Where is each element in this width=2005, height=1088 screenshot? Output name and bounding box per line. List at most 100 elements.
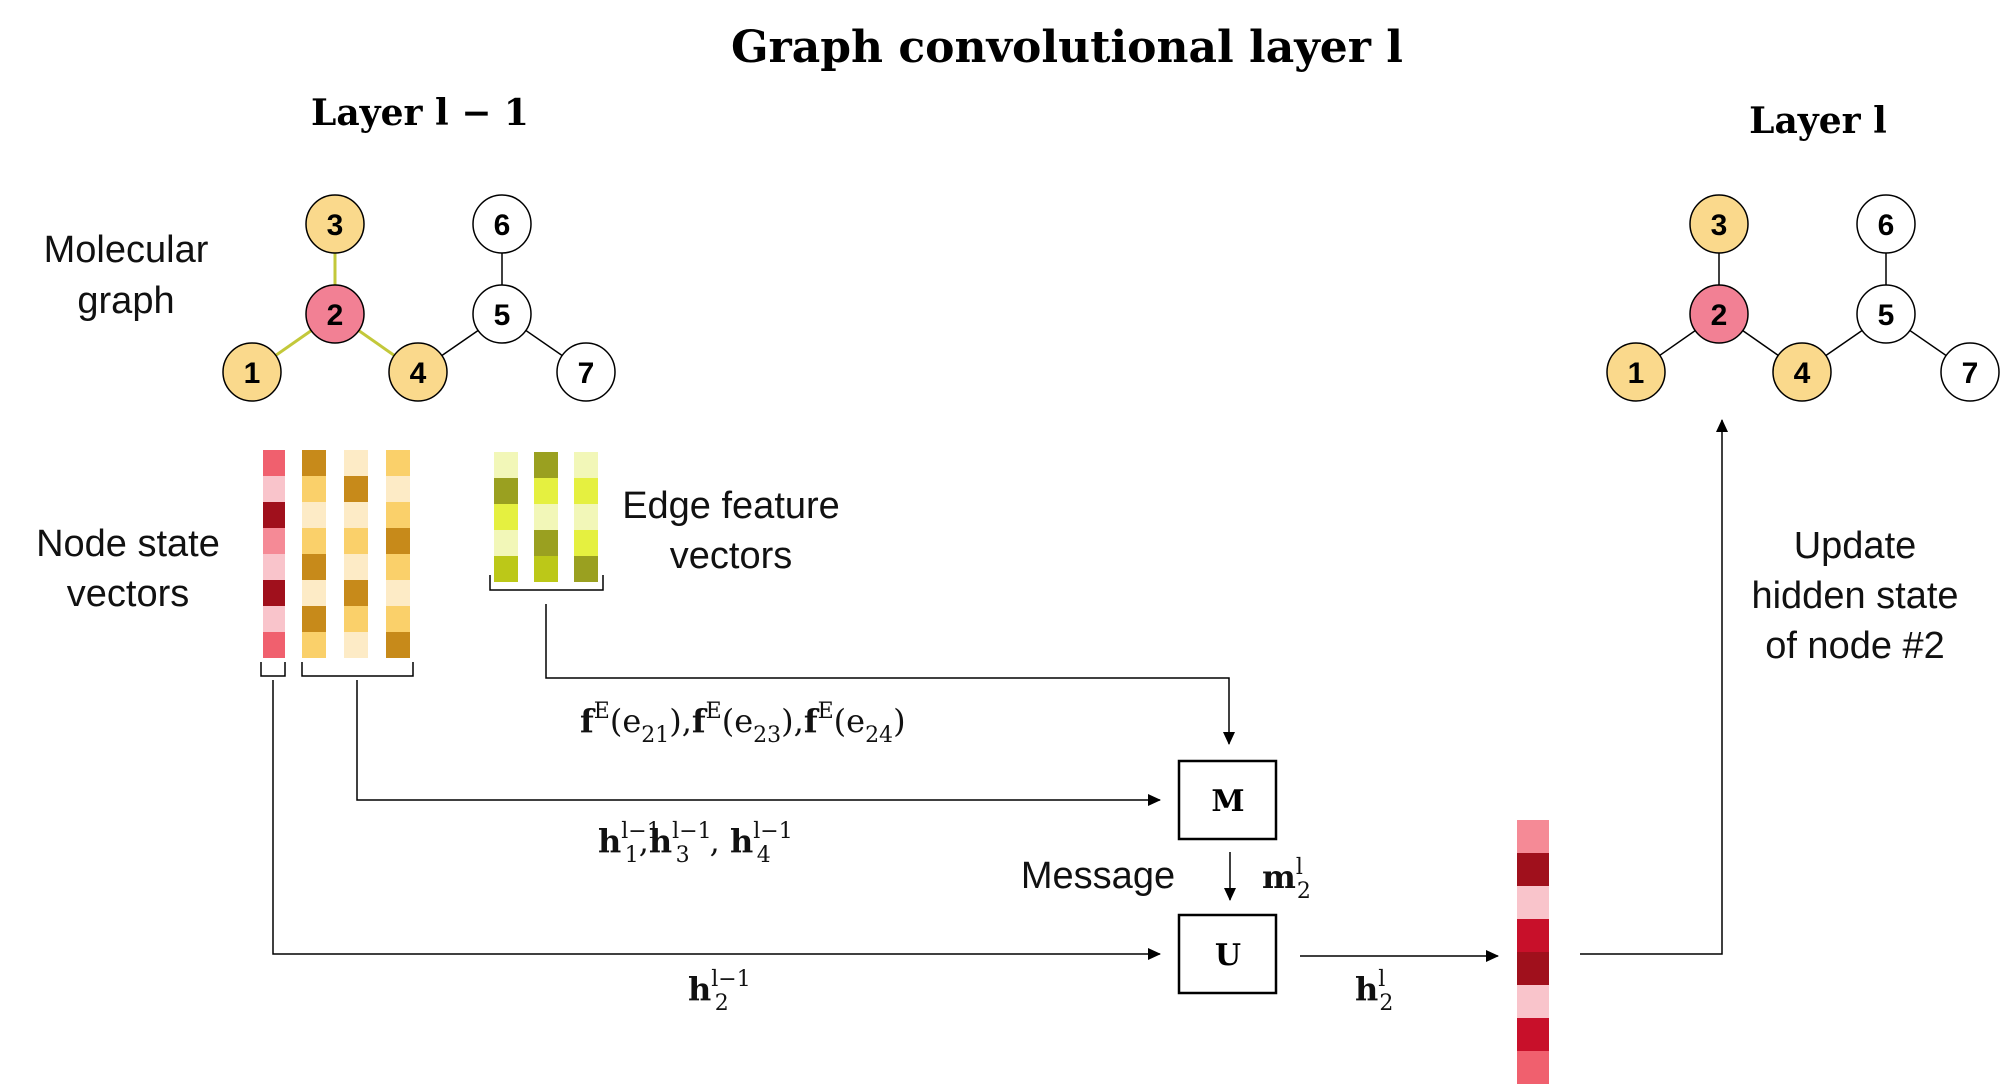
edge-e21-cell-3 xyxy=(494,504,518,530)
node-state-center-cell-6 xyxy=(263,580,285,606)
output-state-cell-2 xyxy=(1517,853,1549,886)
node-state-n1-cell-8 xyxy=(302,632,326,658)
svg-text:5: 5 xyxy=(1878,299,1895,332)
node-state-center-cell-4 xyxy=(263,528,285,554)
output-state-formula: hl 2 xyxy=(1355,967,1393,1016)
node-state-label-line1: Node state xyxy=(36,523,220,565)
update-label-line1: Update xyxy=(1794,525,1917,567)
svg-text:7: 7 xyxy=(1962,357,1979,390)
edge-e24-cell-3 xyxy=(574,504,598,530)
edge-inputs-formula: fE(e21),fE(e23),fE(e24) xyxy=(580,699,906,748)
bracket-center-state xyxy=(260,662,286,677)
molecular-graph-label-line1: Molecular xyxy=(44,229,209,271)
output-state-cell-5 xyxy=(1517,952,1549,985)
output-state-cell-1 xyxy=(1517,820,1549,853)
edge-feature-vector-e21 xyxy=(494,452,518,582)
update-label-line3: of node #2 xyxy=(1765,625,1945,667)
node-state-n1-cell-1 xyxy=(302,450,326,476)
node-state-n3-cell-5 xyxy=(344,554,368,580)
edge-feature-vector-e23 xyxy=(534,452,558,582)
left-molecular-graph: 1 2 3 4 5 6 7 xyxy=(222,194,616,402)
svg-text:3: 3 xyxy=(327,209,344,242)
edge-e24-cell-5 xyxy=(574,556,598,582)
neighbor-states-formula: hl−1 1,hl−1 3, hl−1 4 xyxy=(598,819,793,868)
self-state-formula: hl−1 2 xyxy=(688,967,751,1016)
node-1: 1 xyxy=(1606,342,1666,402)
arrow-neighbors-to-message xyxy=(356,680,1161,806)
svg-text:2: 2 xyxy=(327,299,344,332)
node-6: 6 xyxy=(1856,194,1916,254)
node-state-center-cell-7 xyxy=(263,606,285,632)
node-1: 1 xyxy=(222,342,282,402)
output-state-vector xyxy=(1517,820,1549,1084)
update-function-box: U xyxy=(1177,913,1278,995)
right-molecular-graph: 1 2 3 4 5 6 7 xyxy=(1606,194,2000,402)
edge-feature-vector-e24 xyxy=(574,452,598,582)
node-state-vector-center xyxy=(263,450,285,658)
svg-text:6: 6 xyxy=(1878,209,1895,242)
left-layer-title: Layer l − 1 xyxy=(311,92,529,134)
node-state-center-cell-3 xyxy=(263,502,285,528)
node-state-center-cell-8 xyxy=(263,632,285,658)
node-4: 4 xyxy=(1772,342,1832,402)
node-4: 4 xyxy=(388,342,448,402)
output-state-cell-8 xyxy=(1517,1051,1549,1084)
node-state-n3-cell-7 xyxy=(344,606,368,632)
node-state-n1-cell-2 xyxy=(302,476,326,502)
node-5: 5 xyxy=(1856,284,1916,344)
message-formula: ml 2 xyxy=(1262,855,1311,904)
node-7: 7 xyxy=(1940,342,2000,402)
node-3: 3 xyxy=(305,194,365,254)
node-state-center-cell-1 xyxy=(263,450,285,476)
node-state-n4-cell-7 xyxy=(386,606,410,632)
edge-e21-cell-2 xyxy=(494,478,518,504)
arrow-output-to-layer-l xyxy=(1580,419,1728,955)
node-state-n3-cell-6 xyxy=(344,580,368,606)
svg-text:2: 2 xyxy=(1711,299,1728,332)
edge-e24-cell-1 xyxy=(574,452,598,478)
right-layer-title: Layer l xyxy=(1749,100,1887,142)
node-state-n4-cell-4 xyxy=(386,528,410,554)
node-state-center-cell-5 xyxy=(263,554,285,580)
node-2: 2 xyxy=(305,284,365,344)
svg-text:6: 6 xyxy=(494,209,511,242)
output-state-cell-7 xyxy=(1517,1018,1549,1051)
node-5: 5 xyxy=(472,284,532,344)
bracket-edge-features xyxy=(489,575,604,591)
svg-text:1: 1 xyxy=(1628,357,1645,390)
node-state-vector-neighbor-4 xyxy=(386,450,410,658)
node-state-n1-cell-6 xyxy=(302,580,326,606)
svg-text:3: 3 xyxy=(1711,209,1728,242)
node-state-n3-cell-8 xyxy=(344,632,368,658)
node-state-n4-cell-5 xyxy=(386,554,410,580)
edge-e23-cell-5 xyxy=(534,556,558,582)
arrow-edges-to-message xyxy=(545,604,1235,745)
edge-e23-cell-1 xyxy=(534,452,558,478)
node-state-label-line2: vectors xyxy=(67,573,189,615)
node-6: 6 xyxy=(472,194,532,254)
node-3: 3 xyxy=(1689,194,1749,254)
node-state-n1-cell-4 xyxy=(302,528,326,554)
edge-e24-cell-4 xyxy=(574,530,598,556)
node-state-n3-cell-3 xyxy=(344,502,368,528)
svg-text:M: M xyxy=(1211,784,1244,819)
edge-e21-cell-1 xyxy=(494,452,518,478)
node-state-n4-cell-6 xyxy=(386,580,410,606)
edge-e23-cell-2 xyxy=(534,478,558,504)
bracket-neighbor-states xyxy=(301,662,414,677)
node-state-vector-neighbor-3 xyxy=(344,450,368,658)
node-state-n3-cell-2 xyxy=(344,476,368,502)
diagram-title: Graph convolutional layer l xyxy=(731,22,1403,73)
message-label: Message xyxy=(1021,855,1175,897)
edge-feature-label-line1: Edge feature xyxy=(622,485,840,527)
edge-e21-cell-4 xyxy=(494,530,518,556)
node-state-n4-cell-8 xyxy=(386,632,410,658)
update-label-line2: hidden state xyxy=(1751,575,1958,617)
node-state-n3-cell-4 xyxy=(344,528,368,554)
svg-text:4: 4 xyxy=(1794,357,1811,390)
node-7: 7 xyxy=(556,342,616,402)
node-state-n4-cell-1 xyxy=(386,450,410,476)
node-state-vector-neighbor-1 xyxy=(302,450,326,658)
edge-feature-label-line2: vectors xyxy=(670,535,792,577)
svg-text:7: 7 xyxy=(578,357,595,390)
